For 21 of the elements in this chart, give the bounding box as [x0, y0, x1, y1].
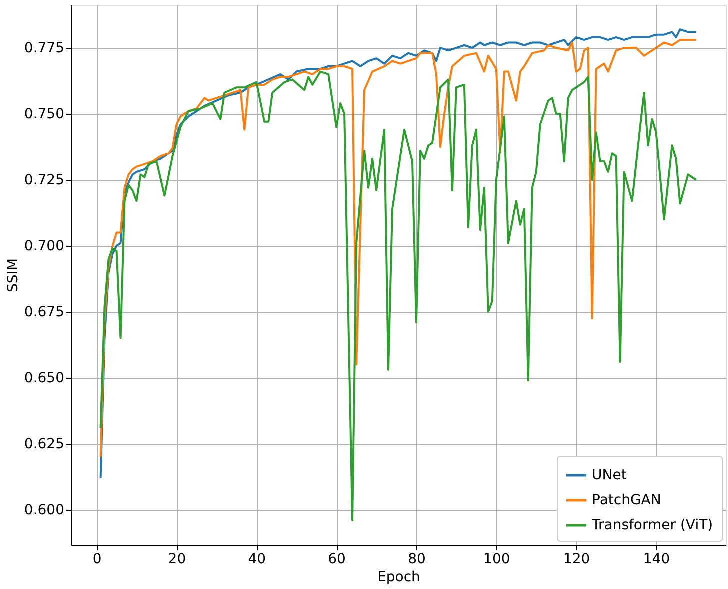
x-tick-label: 140 — [643, 552, 670, 568]
legend-label: PatchGAN — [592, 492, 662, 508]
x-tick-label: 40 — [248, 552, 266, 568]
x-tick-label: 100 — [484, 552, 510, 568]
x-tick-label: 20 — [168, 552, 186, 568]
y-tick-label: 0.700 — [24, 238, 64, 254]
y-tick-label: 0.750 — [24, 106, 64, 123]
x-tick-label: 60 — [328, 552, 346, 568]
legend-label: UNet — [592, 468, 628, 484]
y-tick-label: 0.650 — [24, 370, 64, 386]
y-tick-label: 0.625 — [24, 436, 64, 452]
y-axis-title: SSIM — [5, 258, 22, 292]
x-tick-label: 0 — [92, 552, 102, 568]
y-tick-label: 0.775 — [24, 40, 64, 57]
y-tick-label: 0.675 — [24, 304, 64, 320]
x-tick-label: 80 — [408, 552, 426, 568]
legend-label: Transformer (ViT) — [591, 518, 714, 534]
y-tick-label: 0.600 — [24, 502, 64, 518]
y-tick-label: 0.725 — [24, 172, 64, 188]
x-axis-title: Epoch — [378, 570, 420, 586]
x-tick-label: 120 — [563, 552, 590, 568]
